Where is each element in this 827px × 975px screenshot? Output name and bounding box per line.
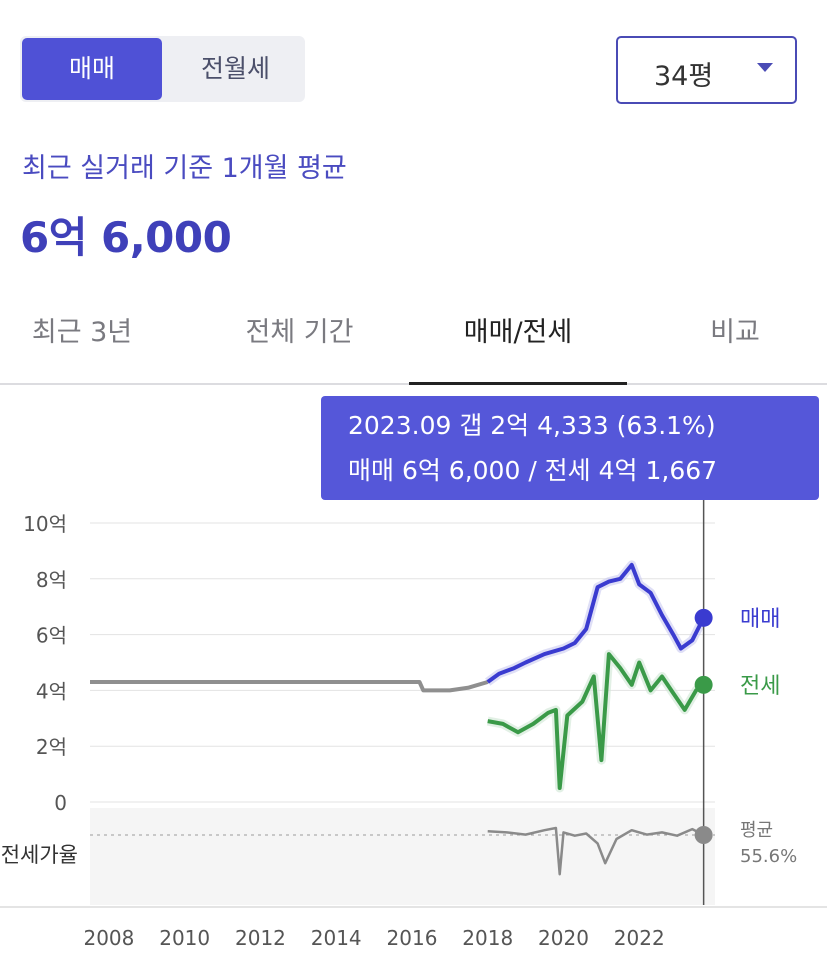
y-tick-label: 0 [54,791,67,815]
sale-series-label: 매매 [740,607,780,632]
x-tick-label: 2016 [387,926,438,950]
x-tick-label: 2022 [614,926,665,950]
price-caption: 최근 실거래 기준 1개월 평균 [22,153,347,184]
chart-tooltip: 2023.09 갭 2억 4,333 (63.1%) 매매 6억 6,000 /… [321,396,819,500]
area-select-dropdown[interactable]: 34평 [616,36,797,104]
sale-series-early-line [90,680,489,693]
average-price: 6억 6,000 [20,213,232,262]
chevron-down-icon [757,63,773,72]
tab-compare[interactable]: 비교 [710,317,760,348]
rent-tab-button[interactable]: 전월세 [200,54,270,83]
y-tick-label: 2억 [36,735,67,759]
y-tick-label: 8억 [36,568,67,592]
ratio-average-value: 55.6% [740,846,797,867]
x-tick-label: 2010 [159,926,210,950]
sale-series-line [486,562,706,684]
rent-series-line [487,652,705,790]
ratio-average-label: 평균 [740,820,773,841]
x-tick-label: 2020 [538,926,589,950]
y-tick-label: 10억 [23,512,67,536]
ratio-end-marker [694,826,713,844]
sale-tab-button[interactable]: 매매 [22,38,162,100]
sale-end-marker [694,608,713,627]
ratio-band [90,808,715,905]
x-tick-label: 2018 [462,926,513,950]
tab-sale-rent[interactable]: 매매/전세 [409,310,627,385]
ratio-series-line [487,826,705,876]
tab-all-period[interactable]: 전체 기간 [245,317,354,348]
area-select-value: 34평 [654,61,714,92]
ratio-axis-label: 전세가율 [1,843,78,867]
tooltip-price-line: 매매 6억 6,000 / 전세 4억 1,667 [348,456,718,485]
tab-recent-3y[interactable]: 최근 3년 [31,317,133,348]
y-tick-label: 6억 [36,624,67,648]
chart-period-tabs: 최근 3년 전체 기간 매매/전세 비교 [0,290,827,385]
rent-series-band [486,649,707,793]
x-tick-label: 2014 [311,926,362,950]
tooltip-gap-line: 2023.09 갭 2억 4,333 (63.1%) [348,411,716,440]
rent-end-marker [694,675,713,694]
rent-series-label: 전세 [740,674,780,699]
x-tick-label: 2012 [235,926,286,950]
x-tick-label: 2008 [83,926,134,950]
trade-type-toggle: 매매 전월세 [20,36,305,102]
y-tick-label: 4억 [36,679,67,703]
